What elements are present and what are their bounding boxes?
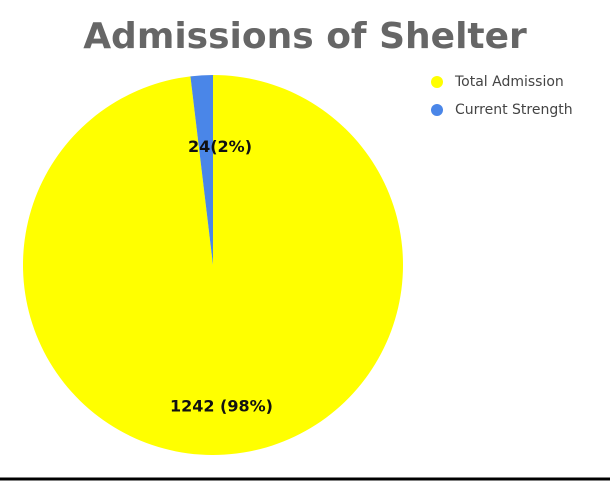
legend-marker	[431, 104, 443, 116]
legend-label: Total Admission	[454, 74, 564, 90]
legend-marker	[431, 76, 443, 88]
value-label: 1242 (98%)	[170, 397, 273, 416]
legend-label: Current Strength	[455, 102, 573, 118]
pie-slice	[190, 75, 213, 265]
chart-title: Admissions of Shelter	[83, 16, 527, 57]
value-label: 24(2%)	[188, 137, 252, 156]
